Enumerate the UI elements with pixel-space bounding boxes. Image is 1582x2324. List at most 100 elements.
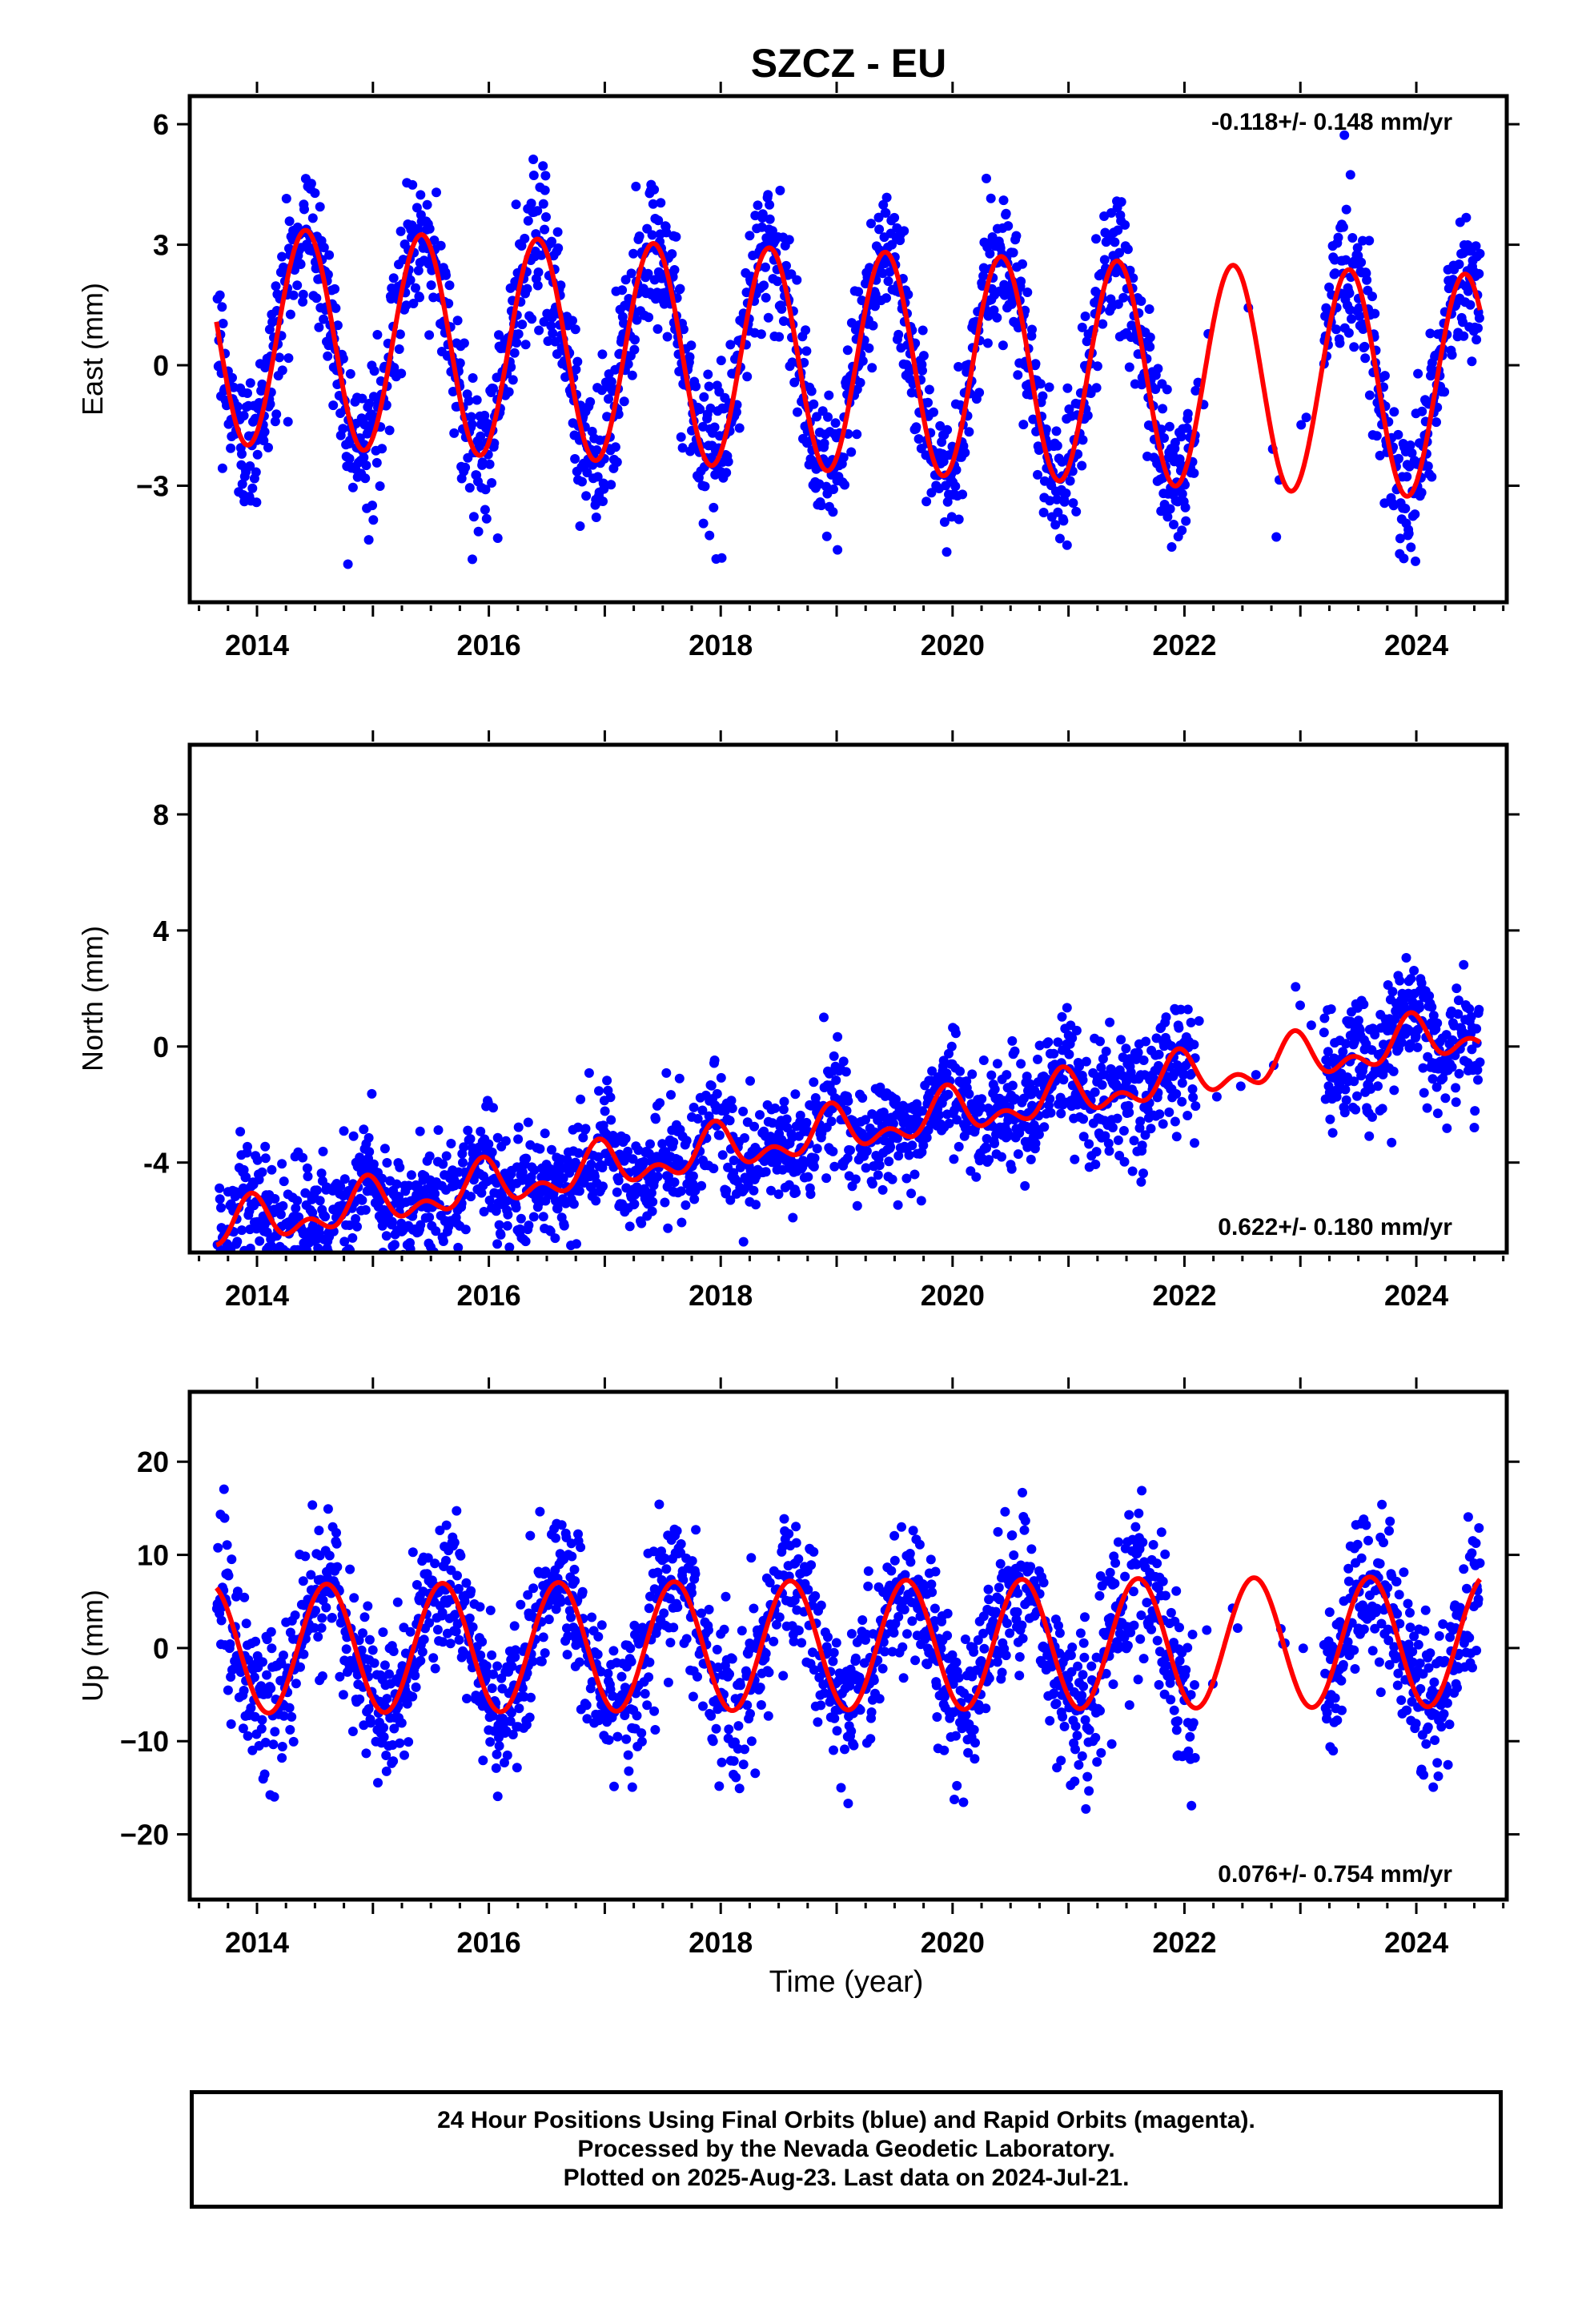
north-xtick-label: 2024 xyxy=(1384,1279,1448,1312)
east-data-point xyxy=(299,204,309,215)
north-data-point xyxy=(1100,1131,1110,1141)
east-data-point xyxy=(310,188,320,199)
north-data-point xyxy=(484,1195,495,1205)
up-data-point xyxy=(464,1613,475,1623)
east-data-point xyxy=(556,280,566,291)
north-data-point xyxy=(260,1141,271,1152)
up-data-point xyxy=(317,1671,327,1681)
north-data-point xyxy=(296,1290,306,1300)
up-data-point xyxy=(268,1739,279,1750)
north-data-point xyxy=(803,1172,813,1182)
east-data-point xyxy=(686,340,697,351)
east-data-point xyxy=(1399,553,1409,564)
east-data-point xyxy=(259,427,270,437)
east-data-point xyxy=(1110,237,1120,247)
up-data-point xyxy=(441,1555,451,1566)
east-data-point xyxy=(538,199,548,209)
up-data-point xyxy=(347,1727,358,1736)
north-data-point xyxy=(1333,1085,1343,1096)
up-data-point xyxy=(402,1699,412,1709)
north-data-point xyxy=(1013,1149,1023,1160)
north-data-point xyxy=(904,1150,914,1160)
east-data-point xyxy=(830,418,841,428)
north-data-point xyxy=(1101,1046,1111,1056)
north-data-point xyxy=(967,1069,978,1080)
north-data-point xyxy=(1107,1123,1118,1132)
east-xtick-label: 2018 xyxy=(689,629,753,661)
east-data-point xyxy=(252,449,263,460)
east-data-point xyxy=(842,345,853,356)
east-data-point xyxy=(413,265,424,275)
north-data-point xyxy=(446,1139,456,1148)
north-data-point xyxy=(348,1131,359,1141)
east-data-point xyxy=(408,299,419,308)
east-data-point xyxy=(599,484,609,494)
east-data-point xyxy=(568,316,577,326)
east-data-point xyxy=(1061,489,1071,498)
east-data-point xyxy=(372,330,383,340)
east-data-point xyxy=(1162,512,1173,522)
north-data-point xyxy=(841,1067,851,1077)
up-data-point xyxy=(632,1711,642,1721)
up-data-point xyxy=(307,1500,318,1510)
north-data-point xyxy=(1409,966,1419,975)
east-data-point xyxy=(960,448,970,458)
east-data-point xyxy=(368,515,379,525)
east-data-point xyxy=(1352,243,1363,253)
east-data-point xyxy=(413,223,424,234)
north-data-point xyxy=(1470,1106,1480,1116)
up-data-point xyxy=(400,1750,409,1760)
north-data-point xyxy=(623,1146,633,1156)
north-data-point xyxy=(790,1089,801,1100)
up-data-point xyxy=(388,1647,399,1656)
east-data-point xyxy=(741,287,752,298)
east-data-point xyxy=(801,346,812,356)
up-data-point xyxy=(492,1791,503,1802)
up-data-point xyxy=(239,1592,250,1602)
north-data-point xyxy=(311,1185,322,1196)
north-data-point xyxy=(1466,1011,1476,1022)
north-data-point xyxy=(1033,1054,1042,1064)
east-data-point xyxy=(705,530,715,541)
north-data-point xyxy=(812,1144,822,1154)
up-data-point xyxy=(659,1608,669,1618)
up-data-point xyxy=(624,1766,634,1776)
up-data-point xyxy=(327,1613,337,1622)
north-data-point xyxy=(749,1185,759,1196)
east-data-point xyxy=(881,293,891,304)
east-data-point xyxy=(572,356,583,367)
east-data-point xyxy=(543,336,553,346)
north-data-point xyxy=(1127,1166,1138,1176)
up-data-point xyxy=(582,1714,592,1724)
north-data-point xyxy=(259,1256,268,1266)
east-plot-frame xyxy=(187,94,1509,605)
east-data-point xyxy=(1339,130,1350,140)
north-data-point xyxy=(773,1189,784,1200)
north-data-point xyxy=(861,1115,870,1125)
up-data-point xyxy=(551,1604,561,1614)
east-data-point xyxy=(1099,211,1110,221)
east-data-point xyxy=(283,416,293,427)
east-data-point xyxy=(319,314,329,324)
up-data-point xyxy=(466,1586,476,1596)
north-data-point xyxy=(1319,1027,1329,1038)
up-data-point xyxy=(269,1791,279,1802)
east-data-point xyxy=(243,388,252,398)
up-data-point xyxy=(551,1533,560,1543)
north-data-point xyxy=(971,1172,982,1182)
north-data-point xyxy=(1057,1011,1067,1022)
up-data-point xyxy=(287,1711,297,1722)
north-data-point xyxy=(1135,1116,1146,1127)
east-data-point xyxy=(761,292,771,303)
north-data-point xyxy=(688,1171,698,1181)
east-data-point xyxy=(1003,221,1014,231)
north-data-point xyxy=(1427,1074,1438,1084)
east-data-point xyxy=(523,215,533,226)
east-data-point xyxy=(1050,520,1061,530)
north-data-point xyxy=(1186,1017,1196,1027)
north-data-point xyxy=(829,1161,840,1172)
north-data-point xyxy=(1326,1004,1336,1015)
north-data-point xyxy=(540,1128,550,1139)
north-data-point xyxy=(944,1118,954,1128)
north-data-point xyxy=(1353,1015,1363,1026)
